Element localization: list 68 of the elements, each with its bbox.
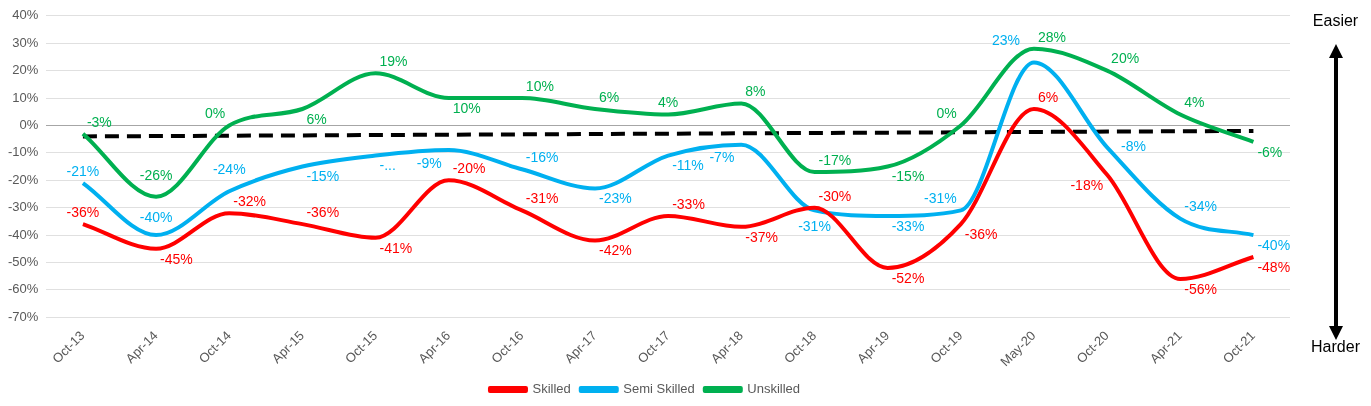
y-tick-label: -20% [7, 171, 39, 187]
data-label: -41% [379, 239, 413, 256]
data-label: -7% [709, 149, 735, 166]
data-label: 20% [1111, 50, 1140, 67]
data-label: -37% [745, 228, 779, 245]
data-label: 23% [991, 32, 1020, 49]
data-label: -20% [452, 160, 486, 177]
data-label: -8% [1121, 138, 1147, 155]
data-label: -18% [1070, 176, 1104, 193]
data-label: 4% [658, 94, 679, 111]
data-label: -40% [1257, 236, 1291, 253]
legend-label: Unskilled [747, 381, 801, 397]
data-label: 8% [745, 83, 766, 100]
legend-label: Skilled [532, 381, 571, 397]
data-label: -45% [160, 250, 193, 267]
text: Easier [1311, 12, 1360, 30]
data-label: -31% [798, 218, 831, 235]
data-label: -3% [86, 113, 112, 130]
text: Harder [1310, 338, 1361, 356]
data-label: 28% [1037, 28, 1066, 45]
y-tick-label: -50% [7, 254, 39, 270]
y-tick-label: -40% [7, 226, 39, 242]
y-tick-label: 10% [12, 89, 39, 105]
y-tick-label: -70% [7, 308, 39, 324]
data-label: -34% [1184, 198, 1217, 215]
legend-label: Semi Skilled [623, 381, 695, 397]
y-tick-label: -60% [7, 281, 39, 297]
data-label: 4% [1184, 94, 1205, 111]
y-tick-label: -30% [7, 199, 39, 215]
y-tick-label: -10% [7, 144, 39, 160]
data-label: -... [379, 157, 396, 174]
data-label: -32% [233, 193, 266, 210]
data-label: -40% [139, 208, 173, 225]
y-tick-label: 0% [19, 117, 39, 133]
data-label: 6% [306, 110, 327, 127]
data-label: -31% [924, 190, 957, 207]
data-label: -15% [306, 168, 340, 185]
data-label: -52% [891, 269, 925, 286]
data-label: 0% [205, 105, 226, 122]
data-label: -23% [599, 190, 632, 207]
y-tick-label: 20% [12, 62, 39, 78]
data-label: -36% [964, 225, 998, 242]
y-tick-label: 40% [12, 7, 39, 23]
y-tick-label: 30% [12, 34, 39, 50]
data-label: -6% [1257, 143, 1283, 160]
data-label: -9% [416, 154, 442, 171]
data-label: 10% [452, 99, 481, 116]
data-label: -36% [66, 203, 100, 220]
data-label: -16% [525, 149, 559, 166]
data-label: -33% [891, 217, 925, 234]
data-label: -31% [525, 190, 559, 207]
data-label: -36% [306, 203, 340, 220]
data-label: -42% [599, 242, 632, 259]
data-label: 10% [525, 77, 554, 94]
data-label: -15% [891, 168, 925, 185]
data-label: 0% [936, 105, 957, 122]
data-label: -26% [139, 166, 173, 183]
data-label: -48% [1257, 258, 1291, 275]
data-label: 6% [599, 88, 620, 105]
data-label: -21% [66, 162, 100, 179]
data-label: -33% [672, 195, 705, 212]
data-label: -24% [212, 161, 246, 178]
data-label: -17% [818, 151, 852, 168]
data-label: 19% [379, 53, 408, 70]
data-label: -11% [672, 157, 704, 174]
data-label: 6% [1037, 88, 1059, 105]
data-label: -30% [818, 187, 852, 204]
data-label: -56% [1184, 280, 1217, 297]
